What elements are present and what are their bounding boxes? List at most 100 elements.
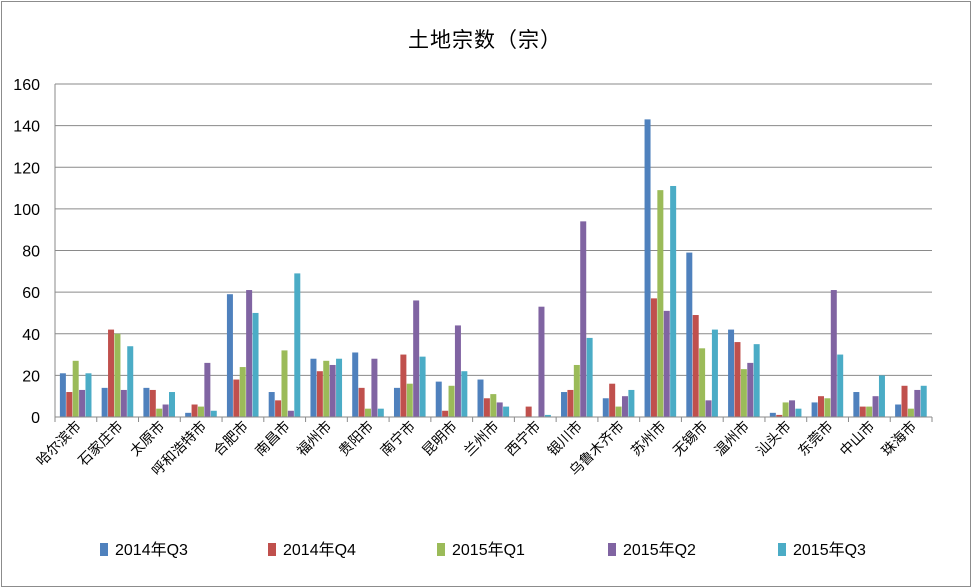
bar xyxy=(85,373,92,417)
bar xyxy=(210,410,217,417)
bar xyxy=(817,396,824,417)
bar xyxy=(442,410,449,417)
bar xyxy=(580,221,587,417)
bar xyxy=(824,398,831,417)
category-label: 东莞市 xyxy=(795,418,837,460)
bar xyxy=(169,392,176,417)
bar xyxy=(657,190,664,417)
bar xyxy=(895,404,902,417)
category-label: 西宁市 xyxy=(502,418,544,460)
bar xyxy=(859,406,866,417)
bar xyxy=(586,337,593,417)
legend-swatch xyxy=(100,543,108,556)
y-tick-label: 160 xyxy=(13,77,40,94)
bar xyxy=(609,383,616,417)
y-tick-label: 120 xyxy=(13,160,40,177)
bar xyxy=(197,406,204,417)
bar xyxy=(907,408,914,417)
legend: 2014年Q3 2014年Q4 2015年Q1 2015年Q2 2015年Q3 xyxy=(100,541,866,559)
bar xyxy=(837,354,844,417)
bar xyxy=(670,185,677,417)
bar xyxy=(323,360,330,417)
legend-swatch xyxy=(437,543,445,556)
bar xyxy=(496,402,503,417)
legend-label: 2015年Q2 xyxy=(623,541,696,559)
bar xyxy=(573,364,580,417)
bar xyxy=(59,373,66,417)
bar xyxy=(185,412,192,417)
category-label: 温州市 xyxy=(711,418,753,460)
bar xyxy=(753,344,760,417)
bar xyxy=(734,342,741,417)
bar xyxy=(79,389,86,417)
category-label: 银川市 xyxy=(544,418,586,460)
bar xyxy=(406,383,413,417)
bar xyxy=(287,410,294,417)
legend-label: 2015年Q3 xyxy=(793,541,866,559)
bar xyxy=(419,356,426,417)
y-tick-labels: 0 20 40 60 80 100 120 140 160 xyxy=(13,77,40,427)
bar xyxy=(239,367,246,417)
category-label: 中山市 xyxy=(836,418,878,460)
bar xyxy=(268,392,275,417)
category-label: 福州市 xyxy=(294,418,336,460)
category-label: 汕头市 xyxy=(753,418,795,460)
bar xyxy=(901,385,908,417)
bar xyxy=(162,404,169,417)
legend-label: 2015年Q1 xyxy=(452,541,525,559)
bar xyxy=(143,387,150,417)
bar xyxy=(663,310,670,417)
bar xyxy=(795,408,802,417)
bar xyxy=(246,290,253,417)
y-tick-label: 100 xyxy=(13,202,40,219)
bar xyxy=(454,325,461,417)
bar xyxy=(191,404,198,417)
category-label: 合肥市 xyxy=(210,418,252,460)
bar xyxy=(878,375,885,417)
category-label: 苏州市 xyxy=(628,418,670,460)
gridlines xyxy=(55,83,932,376)
y-tick-label: 20 xyxy=(22,368,40,385)
bar xyxy=(747,362,754,417)
legend-label: 2014年Q3 xyxy=(115,541,188,559)
category-label: 贵阳市 xyxy=(335,418,377,460)
bar xyxy=(602,398,609,417)
bar xyxy=(72,360,79,417)
bar xyxy=(711,329,718,417)
bar xyxy=(400,354,407,417)
bar xyxy=(538,306,545,417)
bar xyxy=(628,389,635,417)
bar xyxy=(316,371,323,417)
bar xyxy=(127,346,134,417)
category-label: 珠海市 xyxy=(878,418,920,460)
y-tick-label: 40 xyxy=(22,327,40,344)
bar xyxy=(525,406,532,417)
bar xyxy=(108,329,115,417)
bar xyxy=(621,396,628,417)
legend-label: 2014年Q4 xyxy=(283,541,356,559)
bar xyxy=(776,414,783,417)
bar xyxy=(615,406,622,417)
bar xyxy=(156,408,163,417)
bar xyxy=(699,348,706,417)
legend-swatch xyxy=(268,543,276,556)
bar xyxy=(740,369,747,417)
bar xyxy=(352,352,359,417)
bar xyxy=(393,387,400,417)
bar xyxy=(728,329,735,417)
legend-swatch xyxy=(608,543,616,556)
bar xyxy=(811,402,818,417)
bar xyxy=(789,400,796,417)
bar xyxy=(769,412,776,417)
category-label: 南昌市 xyxy=(252,418,294,460)
chart-title: 土地宗数（宗） xyxy=(408,28,562,52)
bar xyxy=(281,350,288,417)
y-tick-label: 80 xyxy=(22,244,40,261)
bar xyxy=(461,371,468,417)
bar xyxy=(310,358,317,417)
y-tick-label: 0 xyxy=(31,410,40,427)
category-label: 太原市 xyxy=(127,418,169,460)
